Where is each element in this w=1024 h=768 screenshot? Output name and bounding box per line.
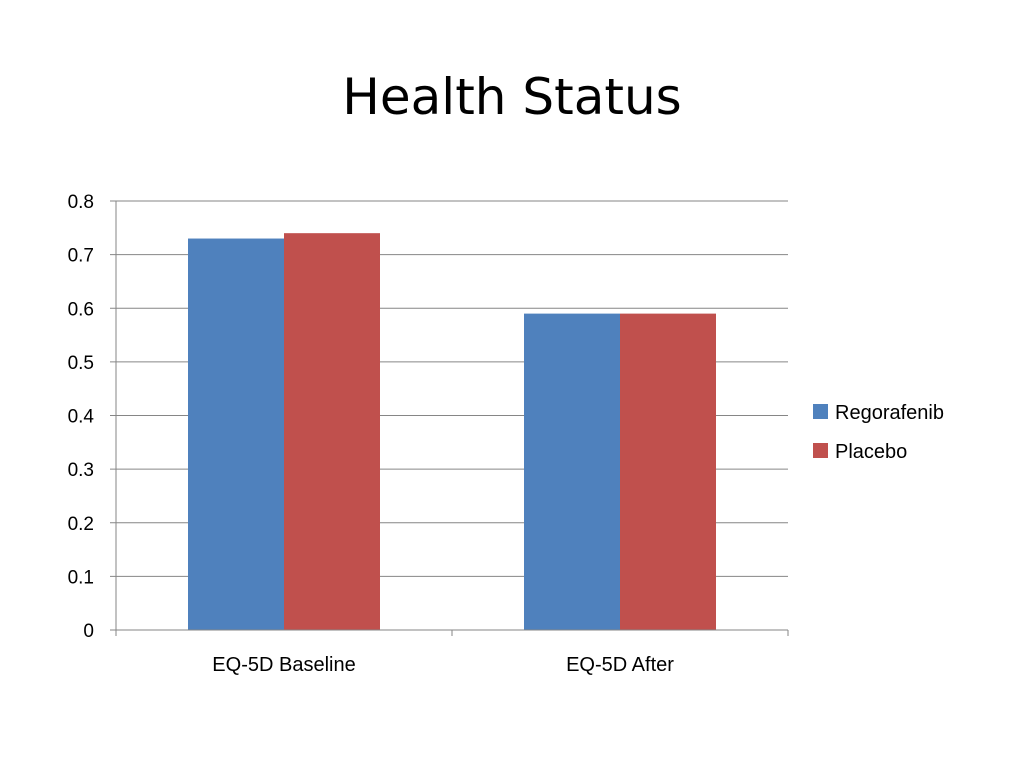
bar-placebo-2 bbox=[620, 313, 716, 630]
bars bbox=[188, 233, 716, 631]
axes bbox=[115, 201, 788, 631]
x-category-labels: EQ-5D Baseline EQ-5D After bbox=[212, 654, 674, 676]
y-tick-label: 0 bbox=[83, 621, 94, 642]
x-category-label: EQ-5D Baseline bbox=[212, 654, 355, 676]
y-tick-label: 0.7 bbox=[68, 246, 94, 267]
y-tick-label: 0.5 bbox=[68, 353, 94, 374]
y-tick-label: 0.1 bbox=[68, 567, 94, 588]
y-tick-label: 0.6 bbox=[68, 299, 94, 320]
y-tick-label: 0.2 bbox=[68, 514, 94, 535]
legend-label-placebo: Placebo bbox=[835, 441, 907, 463]
legend-label-regorafenib: Regorafenib bbox=[835, 402, 944, 424]
x-category-label: EQ-5D After bbox=[566, 654, 674, 676]
y-tick-label: 0.8 bbox=[68, 192, 94, 213]
bar-regorafenib-2 bbox=[524, 313, 620, 630]
y-tick-labels: 0 0.1 0.2 0.3 0.4 0.5 0.6 0.7 0.8 bbox=[68, 192, 95, 642]
legend-swatch-regorafenib bbox=[813, 404, 828, 419]
y-tick-label: 0.4 bbox=[68, 407, 95, 428]
bar-regorafenib-1 bbox=[188, 238, 284, 630]
legend: Regorafenib Placebo bbox=[813, 402, 944, 463]
bar-placebo-1 bbox=[284, 233, 380, 631]
chart-title: Health Status bbox=[342, 68, 682, 126]
legend-swatch-placebo bbox=[813, 443, 828, 458]
y-tick-label: 0.3 bbox=[68, 460, 94, 481]
